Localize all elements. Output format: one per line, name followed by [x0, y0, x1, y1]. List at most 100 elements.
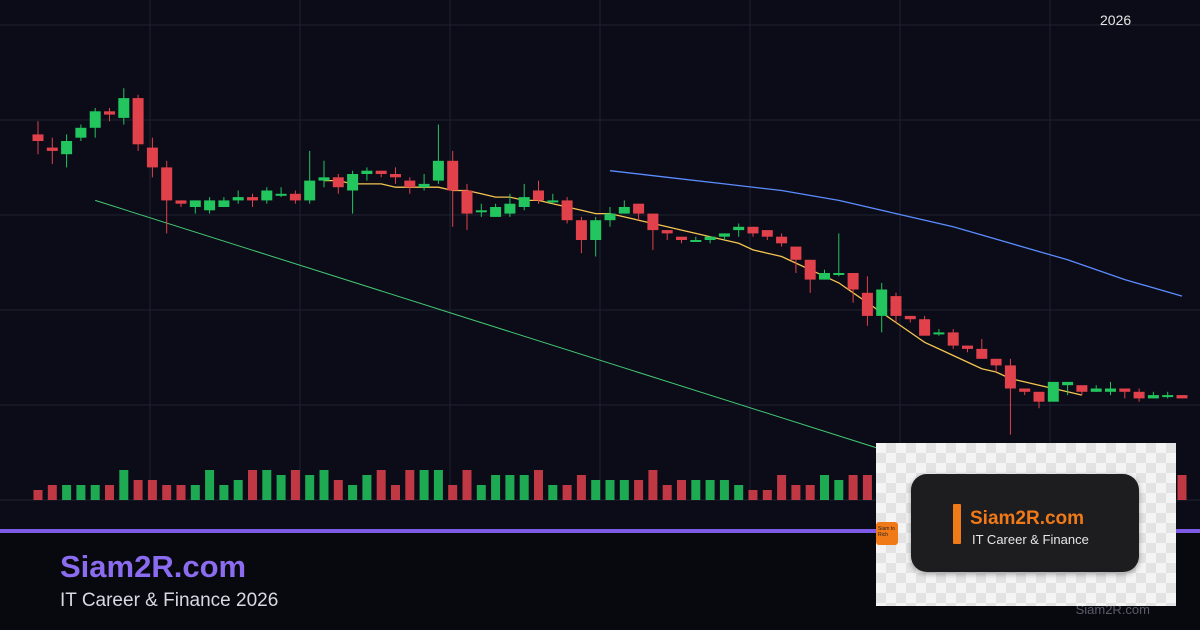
candle-body: [490, 207, 502, 217]
candle-body: [289, 193, 301, 201]
volume-bar: [419, 470, 429, 500]
candle-body: [1076, 385, 1088, 392]
volume-bar: [862, 475, 872, 500]
volume-bar: [290, 470, 300, 500]
candle: [361, 167, 373, 181]
candle: [1004, 358, 1016, 435]
candle-body: [390, 174, 401, 178]
volume-bar: [248, 470, 257, 500]
volume-bar: [391, 485, 400, 500]
candle: [747, 226, 759, 237]
candle: [518, 183, 530, 211]
candle: [661, 230, 673, 240]
logo-panel: Siam2R.com IT Career & Finance Siam to R…: [876, 443, 1176, 606]
volume-bar: [376, 470, 386, 500]
candle-body: [275, 193, 287, 196]
candle: [1090, 385, 1102, 392]
volume-bar: [619, 480, 629, 500]
volume-bar: [319, 470, 329, 500]
volume-bar: [648, 470, 658, 500]
candle-body: [1062, 381, 1074, 386]
candle-body: [132, 98, 144, 145]
volume-bar: [276, 475, 286, 500]
volume-bar: [834, 480, 844, 500]
moving-average-long: [609, 170, 1183, 297]
candle: [204, 197, 216, 214]
volume-bar: [33, 490, 43, 500]
volume-bar: [662, 485, 672, 500]
candle-body: [475, 210, 487, 213]
candle-body: [404, 180, 416, 188]
volume-bar: [162, 485, 172, 500]
candle: [46, 137, 58, 165]
candle-body: [1047, 381, 1059, 402]
candle-body: [447, 160, 459, 191]
candle: [718, 233, 730, 240]
candle: [232, 190, 244, 204]
candle-body: [518, 197, 530, 207]
candle: [247, 193, 258, 207]
candle-body: [1019, 388, 1031, 392]
candle: [890, 292, 902, 323]
volume-bar: [76, 485, 86, 500]
candle-body: [933, 332, 945, 335]
candle-body: [904, 315, 916, 320]
candle: [104, 108, 115, 122]
volume-bar: [791, 485, 801, 500]
volume-bar: [90, 485, 100, 500]
volume-bar: [205, 470, 215, 500]
candle: [962, 345, 973, 353]
candle-body: [690, 240, 702, 242]
candle-body: [704, 236, 716, 240]
candle-body: [976, 348, 988, 359]
volume-bar: [534, 470, 543, 500]
candle-body: [261, 190, 273, 201]
candle: [1047, 381, 1059, 402]
candle: [189, 200, 201, 214]
candle: [404, 177, 416, 194]
volume-bar: [748, 490, 758, 500]
candle-body: [361, 170, 373, 174]
candle-body: [118, 98, 130, 118]
volume-bar: [705, 480, 715, 500]
candle-body: [1162, 395, 1174, 398]
candle-body: [204, 200, 216, 211]
candle: [1019, 388, 1031, 396]
volume-bar: [333, 480, 343, 500]
candle-body: [947, 332, 959, 346]
candle-body: [561, 200, 573, 221]
candle-body: [604, 213, 616, 221]
candle-body: [776, 236, 788, 244]
candle-body: [432, 160, 444, 181]
volume-bar: [777, 475, 787, 500]
candle-body: [618, 207, 630, 214]
chart-grid: [0, 0, 1200, 501]
candle-body: [218, 200, 230, 207]
volume-bar: [176, 485, 186, 500]
candle-body: [75, 127, 87, 138]
candle-body: [647, 213, 659, 231]
candle: [776, 233, 788, 247]
candle: [261, 187, 273, 204]
volume-bar: [62, 485, 72, 500]
candle: [847, 273, 859, 303]
logo-title: Siam2R.com: [970, 508, 1085, 529]
candle-body: [1119, 388, 1131, 392]
candle-body: [1147, 395, 1159, 399]
volume-bar: [805, 485, 815, 500]
brand-tagline: IT Career & Finance 2026: [60, 590, 279, 611]
volume-bar: [562, 485, 572, 500]
volume-bar: [305, 475, 315, 500]
candle: [89, 108, 101, 138]
candle: [533, 180, 544, 204]
candle-body: [46, 147, 58, 151]
volume-bar: [262, 470, 272, 500]
candle: [461, 183, 473, 231]
candle-body: [533, 190, 544, 201]
candle: [819, 269, 830, 280]
candle-body: [790, 246, 802, 260]
volume-bar: [448, 485, 458, 500]
candle: [375, 170, 387, 178]
candle: [947, 329, 959, 349]
candle: [1176, 395, 1188, 399]
